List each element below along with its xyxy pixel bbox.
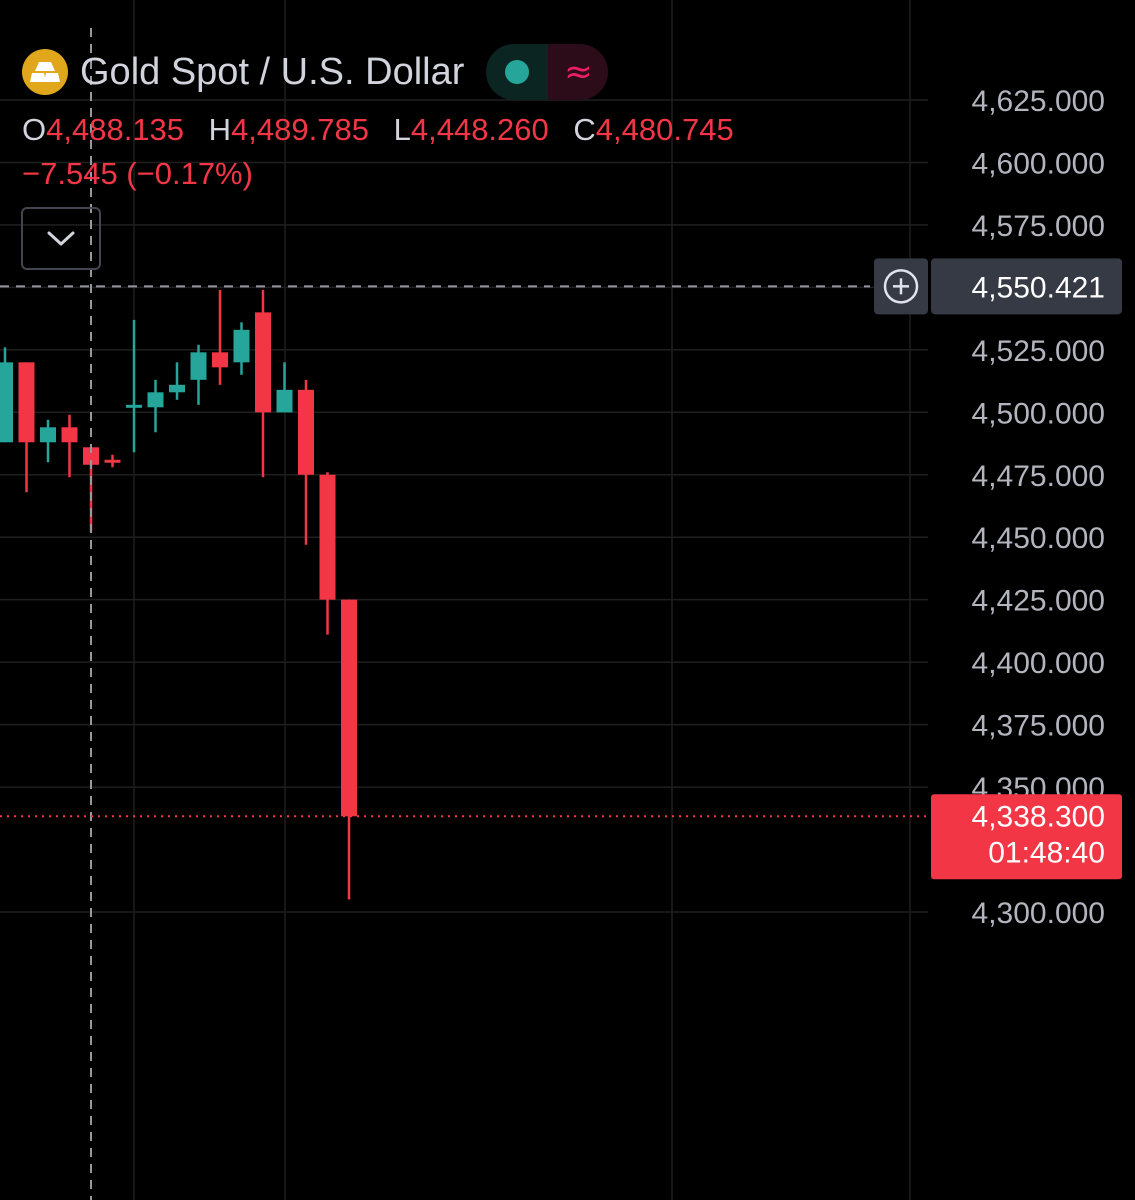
candle bbox=[233, 322, 250, 375]
candle-body bbox=[147, 392, 164, 408]
svg-text:4,550.421: 4,550.421 bbox=[972, 271, 1105, 304]
gold-bars-icon bbox=[22, 49, 68, 95]
crosshair-price-label: 4,550.421 bbox=[931, 258, 1122, 315]
candle-body bbox=[190, 352, 207, 380]
bar-countdown: 01:48:40 bbox=[988, 836, 1105, 869]
expand-legend-button[interactable] bbox=[21, 207, 101, 270]
candle-body bbox=[83, 447, 99, 465]
approximately-equal-icon[interactable]: ≈ bbox=[548, 44, 609, 100]
candle bbox=[126, 319, 142, 453]
low-value: 4,448.260 bbox=[410, 112, 549, 147]
y-tick-label: 4,425.000 bbox=[972, 585, 1105, 618]
candle bbox=[104, 454, 121, 468]
plus-circle-icon bbox=[883, 269, 919, 304]
price-axis[interactable]: 4,625.000 4,600.000 4,575.000 4,525.000 4,50… bbox=[874, 85, 1122, 930]
symbol-title[interactable]: Gold Spot / U.S. Dollar bbox=[80, 50, 465, 93]
y-tick-label: 4,450.000 bbox=[972, 522, 1105, 555]
candle bbox=[190, 344, 207, 405]
candle-body bbox=[212, 352, 228, 368]
y-tick-label: 4,525.000 bbox=[972, 335, 1105, 368]
candle bbox=[255, 289, 271, 478]
candle-body bbox=[126, 404, 142, 408]
candle bbox=[276, 362, 293, 413]
open-label: O bbox=[22, 112, 47, 147]
high-label: H bbox=[208, 112, 232, 147]
y-tick-label: 4,475.000 bbox=[972, 460, 1105, 493]
chevron-down-icon bbox=[47, 231, 75, 245]
candle bbox=[18, 362, 35, 493]
candle-body bbox=[40, 427, 56, 443]
y-tick-label: 4,625.000 bbox=[972, 85, 1105, 118]
candle bbox=[319, 472, 336, 635]
candle bbox=[212, 289, 228, 385]
candle bbox=[298, 379, 314, 545]
y-tick-label: 4,300.000 bbox=[972, 897, 1105, 930]
y-tick-label: 4,400.000 bbox=[972, 647, 1105, 680]
candle bbox=[40, 419, 56, 463]
y-tick-label: 4,575.000 bbox=[972, 210, 1105, 243]
candle-body bbox=[276, 389, 293, 413]
candle bbox=[61, 414, 78, 478]
ohlc-legend: O4,488.135 H4,489.785 L4,448.260 C4,480.… bbox=[22, 112, 750, 148]
add-alert-button[interactable] bbox=[874, 258, 928, 315]
high-value: 4,489.785 bbox=[231, 112, 369, 147]
candle-body bbox=[18, 362, 35, 443]
y-tick-label: 4,375.000 bbox=[972, 710, 1105, 743]
last-price-value: 4,338.300 bbox=[972, 800, 1105, 833]
candle-body bbox=[255, 312, 271, 413]
y-tick-label: 4,600.000 bbox=[972, 147, 1105, 180]
candle-body bbox=[233, 329, 250, 363]
candle-body bbox=[104, 459, 121, 463]
candle bbox=[147, 379, 164, 433]
status-pill[interactable]: ≈ bbox=[486, 44, 609, 100]
close-label: C bbox=[573, 112, 596, 147]
candle-body bbox=[298, 389, 314, 475]
price-lines bbox=[0, 28, 928, 1200]
symbol-header[interactable]: Gold Spot / U.S. Dollar ≈ bbox=[22, 44, 609, 100]
candle-body bbox=[0, 362, 13, 443]
market-open-dot-icon bbox=[505, 60, 530, 84]
candle bbox=[341, 599, 357, 900]
candle-body bbox=[319, 474, 336, 600]
grid-lines bbox=[0, 0, 928, 1200]
open-value: 4,488.135 bbox=[46, 112, 185, 147]
candle bbox=[169, 362, 185, 400]
low-label: L bbox=[393, 112, 411, 147]
candle-body bbox=[61, 427, 78, 443]
candles bbox=[0, 289, 357, 900]
candle-body bbox=[169, 384, 185, 393]
close-value: 4,480.745 bbox=[595, 112, 734, 147]
market-status[interactable] bbox=[486, 44, 549, 100]
candle bbox=[0, 347, 13, 443]
candle-body bbox=[341, 599, 357, 817]
price-change: −7.545 (−0.17%) bbox=[22, 156, 253, 191]
y-tick-label: 4,500.000 bbox=[972, 397, 1105, 430]
